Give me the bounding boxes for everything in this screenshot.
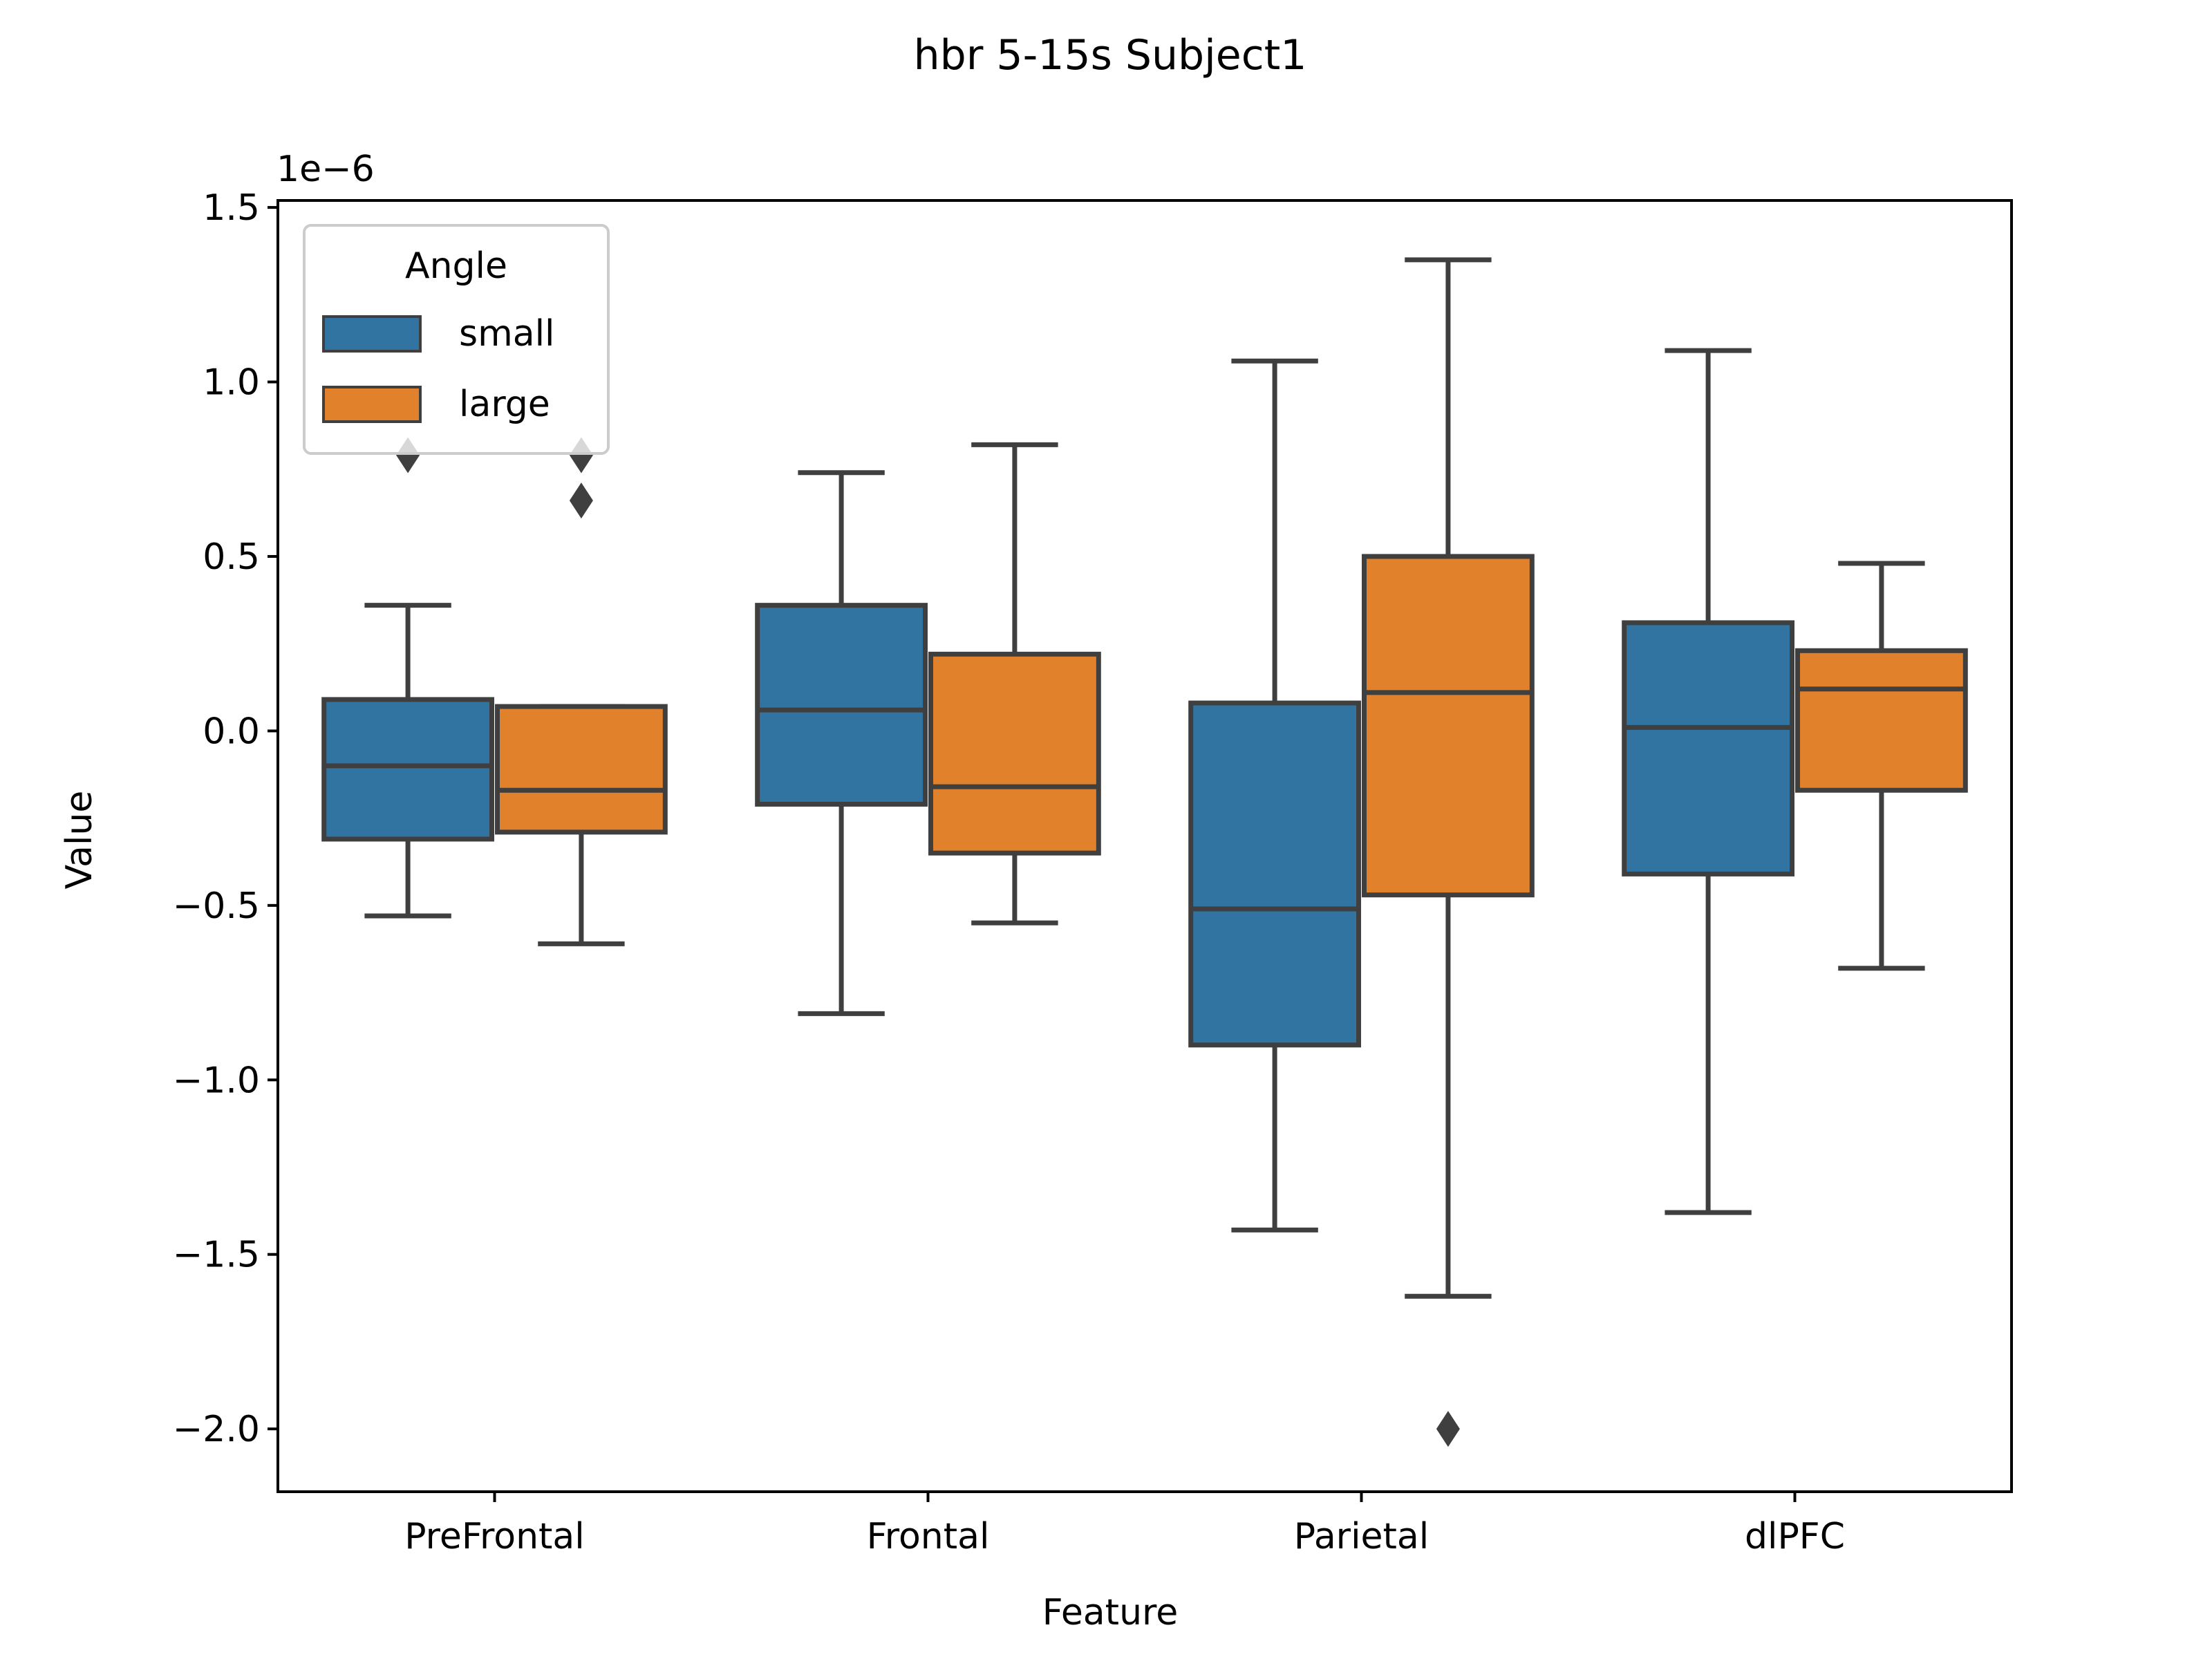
chart-title: hbr 5-15s Subject1 (914, 31, 1307, 79)
outlier-point (569, 482, 593, 519)
x-axis-label: Feature (1042, 1592, 1179, 1633)
outlier-point (1436, 1411, 1460, 1447)
box-body (1622, 620, 1794, 877)
box-small-Parietal (1188, 358, 1361, 1232)
legend-swatch-large (322, 386, 422, 423)
legend-title: Angle (405, 245, 507, 287)
plot-frame (276, 199, 2013, 1493)
y-tick-label: 1.5 (203, 187, 260, 229)
x-tick-label: Frontal (867, 1516, 990, 1557)
box-body (495, 704, 668, 835)
box-large-Frontal (928, 442, 1101, 926)
box-body (1188, 700, 1361, 1048)
box-body (928, 651, 1101, 856)
legend: Angle small large (303, 224, 610, 455)
box-body (321, 697, 495, 842)
y-tick-label: 0.5 (203, 536, 260, 578)
plot-marks (321, 257, 1968, 1447)
legend-swatch-small (322, 315, 422, 353)
plot-axes: −2.0 −1.5 −1.0 −0.5 0.0 0.5 1.0 1.5 PreFrontal Fr… (173, 187, 2013, 1557)
legend-label-small: small (459, 313, 555, 355)
y-tick-label: −0.5 (173, 885, 260, 927)
y-tick-label: 1.0 (203, 362, 260, 404)
y-tick-label: −1.5 (173, 1235, 260, 1276)
box-body (755, 603, 928, 807)
box-small-Frontal (755, 470, 928, 1016)
y-tick-label: 0.0 (203, 711, 260, 752)
x-tick-label: Parietal (1294, 1516, 1429, 1557)
box-large-PreFrontal (495, 437, 668, 946)
x-tick-label: dlPFC (1745, 1516, 1845, 1557)
box-body (1362, 554, 1535, 898)
box-large-Parietal (1362, 257, 1535, 1447)
y-tick-label: −2.0 (173, 1409, 260, 1450)
box-small-PreFrontal (321, 437, 495, 919)
y-tick-label: −1.0 (173, 1060, 260, 1101)
box-body (1795, 648, 1968, 793)
y-axis-label: Value (59, 791, 100, 890)
box-small-dlPFC (1622, 348, 1794, 1215)
x-tick-label: PreFrontal (404, 1516, 585, 1557)
box-large-dlPFC (1795, 561, 1968, 971)
legend-label-large: large (459, 384, 550, 425)
y-offset-text: 1e−6 (276, 149, 375, 190)
